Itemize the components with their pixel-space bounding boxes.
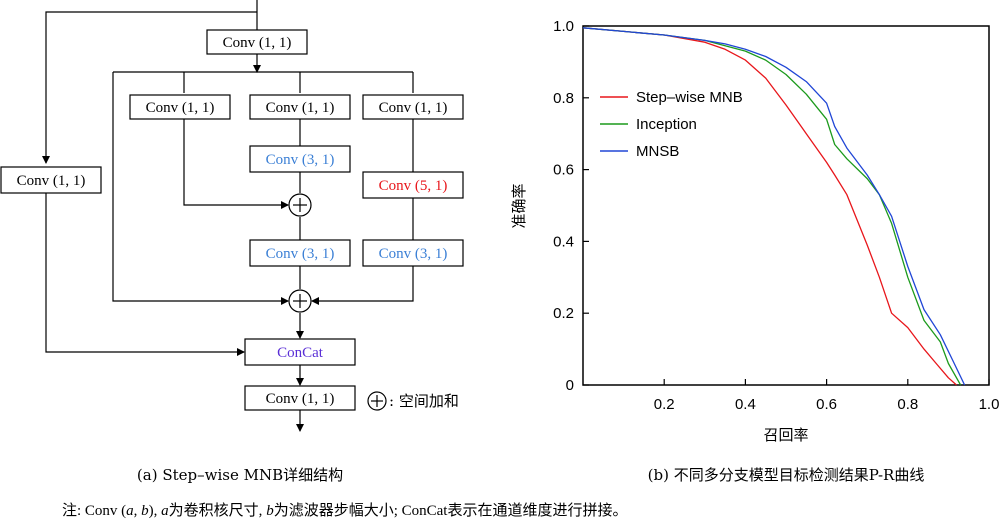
chart-legend: Step–wise MNB Inception MNSB — [600, 89, 743, 160]
branch1-conv-block: Conv (1, 1) — [129, 94, 231, 120]
branch3-conv31-block: Conv (3, 1) — [362, 239, 464, 267]
y-tick-label: 0 — [566, 377, 574, 394]
legend-label-2: MNSB — [636, 143, 679, 160]
plot-frame — [582, 25, 990, 386]
y-tick-label: 0.6 — [553, 162, 574, 179]
pr-chart: 0.2 0.4 0.6 0.8 1.0 0 0.2 0.4 0.6 0.8 1.0 Step–wis… — [510, 18, 999, 484]
branch3-conv51-block: Conv (5, 1) — [362, 171, 464, 199]
series-line-0 — [582, 27, 957, 386]
conv-top-block: Conv (1, 1) — [206, 29, 308, 55]
x-tick-label: 1.0 — [979, 396, 1000, 413]
y-tick-label: 1.0 — [553, 18, 574, 35]
caption-b: (b) 不同多分支模型目标检测结果P-R曲线 — [648, 466, 925, 484]
x-tick-label: 0.6 — [816, 396, 837, 413]
branch2-conv31b-block: Conv (3, 1) — [249, 239, 351, 267]
axis-ticks: 0.2 0.4 0.6 0.8 1.0 0 0.2 0.4 0.6 0.8 1.0 — [553, 18, 999, 413]
architecture-diagram: Conv (1, 1) Conv (1, 1) Conv (1, 1) Conv… — [0, 0, 464, 484]
figure-note: 注: Conv (a, b), a为卷积核尺寸, b为滤波器步幅大小; ConC… — [62, 503, 628, 519]
conv-bottom-block: Conv (1, 1) — [244, 385, 356, 411]
x-tick-label: 0.8 — [897, 396, 918, 413]
sum-node-2 — [288, 289, 312, 313]
sum-node-1 — [288, 193, 312, 217]
branch1-conv-label: Conv (1, 1) — [146, 100, 215, 116]
branch2-conv31b-label: Conv (3, 1) — [266, 246, 335, 262]
branch3-conv31-label: Conv (3, 1) — [379, 246, 448, 262]
left-conv-block: Conv (1, 1) — [0, 166, 102, 194]
sum-legend-label: : 空间加和 — [389, 392, 459, 410]
series-line-2 — [582, 27, 966, 386]
series-line-1 — [582, 27, 962, 386]
caption-a: (a) Step–wise MNB详细结构 — [137, 466, 343, 484]
y-axis-label: 准确率 — [510, 183, 528, 228]
legend-label-1: Inception — [636, 116, 697, 133]
x-tick-label: 0.4 — [735, 396, 756, 413]
branch3-conv-label: Conv (1, 1) — [379, 100, 448, 116]
conv-bottom-label: Conv (1, 1) — [266, 391, 335, 407]
conv-top-label: Conv (1, 1) — [223, 35, 292, 51]
x-axis-label: 召回率 — [763, 426, 808, 444]
branch2-conv31a-block: Conv (3, 1) — [249, 145, 351, 173]
sum-legend: : 空间加和 — [367, 391, 459, 411]
branch3-conv-block: Conv (1, 1) — [362, 94, 464, 120]
series-lines — [582, 27, 966, 386]
concat-block: ConCat — [244, 338, 356, 366]
branch2-conv-label: Conv (1, 1) — [266, 100, 335, 116]
y-tick-label: 0.8 — [553, 90, 574, 107]
y-tick-label: 0.4 — [553, 233, 574, 250]
concat-label: ConCat — [277, 345, 324, 361]
left-conv-label: Conv (1, 1) — [17, 173, 86, 189]
branch2-conv31a-label: Conv (3, 1) — [266, 152, 335, 168]
connectors — [42, 0, 414, 432]
legend-label-0: Step–wise MNB — [636, 89, 743, 106]
y-tick-label: 0.2 — [553, 305, 574, 322]
x-tick-label: 0.2 — [654, 396, 675, 413]
branch2-conv-block: Conv (1, 1) — [249, 94, 351, 120]
branch3-conv51-label: Conv (5, 1) — [379, 178, 448, 194]
